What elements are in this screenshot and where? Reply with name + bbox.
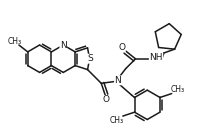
Text: CH₃: CH₃	[170, 85, 185, 94]
Text: CH₃: CH₃	[110, 116, 124, 124]
Text: CH₃: CH₃	[8, 37, 22, 46]
Text: N: N	[60, 40, 67, 50]
Text: N: N	[114, 76, 121, 85]
Text: S: S	[88, 54, 93, 63]
Text: O: O	[103, 95, 110, 104]
Text: O: O	[118, 43, 125, 52]
Text: NH: NH	[149, 53, 163, 62]
